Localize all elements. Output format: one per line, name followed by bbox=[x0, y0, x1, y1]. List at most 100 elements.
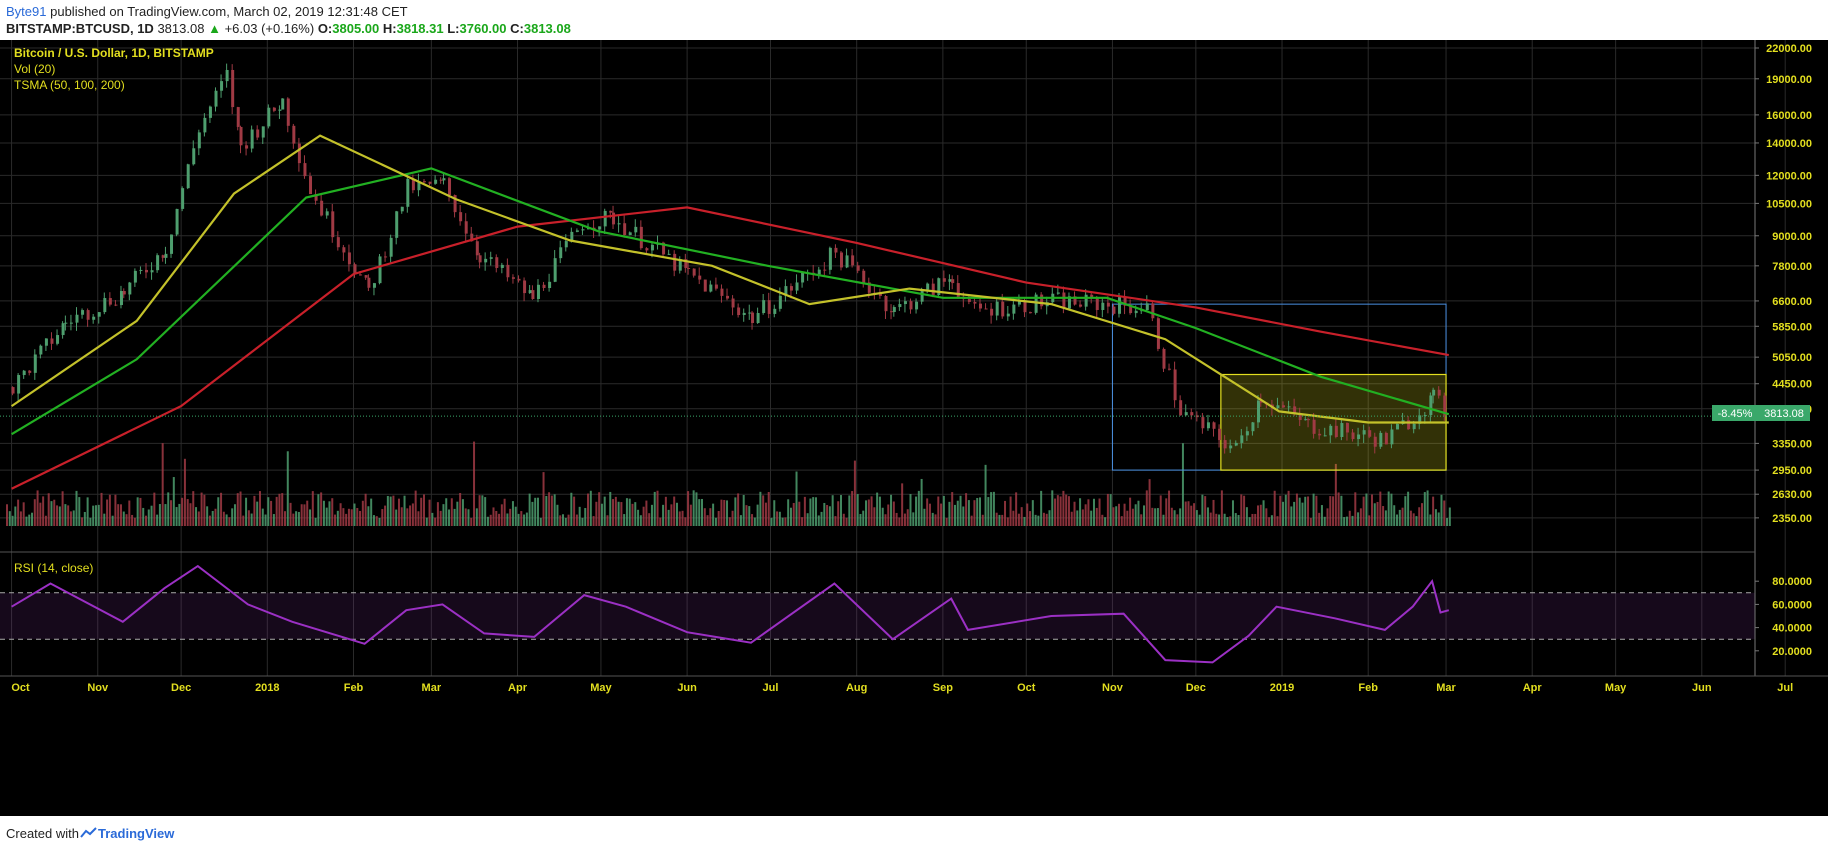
volume-bar bbox=[1418, 507, 1421, 526]
volume-bar bbox=[634, 502, 637, 526]
brand-link[interactable]: TradingView bbox=[98, 826, 175, 841]
volume-bar bbox=[1345, 516, 1348, 526]
volume-bar bbox=[698, 499, 701, 526]
volume-bar bbox=[809, 498, 812, 526]
volume-bar bbox=[133, 517, 136, 526]
volume-bar bbox=[1095, 507, 1098, 526]
candle-body bbox=[378, 256, 382, 284]
volume-bar bbox=[1298, 497, 1301, 526]
x-tick-label: May bbox=[590, 682, 612, 694]
volume-bar bbox=[734, 497, 737, 526]
volume-bar bbox=[937, 496, 940, 526]
volume-bar bbox=[600, 503, 603, 526]
volume-bar bbox=[439, 510, 442, 526]
candle-body bbox=[1017, 300, 1021, 305]
volume-bar bbox=[764, 502, 767, 526]
volume-bar bbox=[559, 515, 562, 526]
candle-body bbox=[164, 253, 168, 258]
volume-bar bbox=[459, 492, 462, 526]
volume-bar bbox=[1404, 496, 1407, 526]
price-chart-svg[interactable]: 80.0000 60.0000 40.0000 20.0000 Oct Nov Dec 20… bbox=[0, 40, 1828, 816]
candle-body bbox=[942, 278, 946, 282]
volume-bar bbox=[789, 507, 792, 526]
candle-body bbox=[892, 307, 896, 312]
author-link[interactable]: Byte91 bbox=[6, 4, 47, 19]
volume-bar bbox=[33, 499, 36, 526]
volume-bar bbox=[147, 509, 150, 526]
candle-body bbox=[559, 247, 563, 259]
volume-bar bbox=[692, 490, 695, 526]
volume-bar bbox=[548, 492, 551, 526]
candle-body bbox=[639, 226, 643, 249]
candle-body bbox=[1334, 425, 1338, 438]
volume-bar bbox=[106, 499, 109, 526]
candle-body bbox=[890, 311, 894, 313]
volume-bar bbox=[1193, 503, 1196, 526]
volume-bar bbox=[681, 510, 684, 526]
volume-bar bbox=[448, 509, 451, 526]
volume-bar bbox=[1429, 514, 1432, 526]
volume-bar bbox=[281, 493, 284, 526]
volume-bar bbox=[1229, 516, 1232, 526]
low-value: 3760.00 bbox=[459, 21, 507, 36]
candle-body bbox=[1251, 422, 1255, 432]
candle-body bbox=[1282, 405, 1286, 408]
volume-bar bbox=[356, 507, 359, 526]
candle-body bbox=[231, 69, 235, 108]
volume-bar bbox=[617, 501, 620, 526]
volume-bar bbox=[225, 514, 228, 526]
candle-body bbox=[1206, 422, 1210, 429]
volume-bar bbox=[125, 514, 128, 526]
volume-bar bbox=[1396, 514, 1398, 526]
candle-body bbox=[1056, 292, 1060, 294]
candle-body bbox=[598, 226, 602, 230]
volume-bar bbox=[1017, 513, 1020, 526]
drawing-boxes bbox=[1111, 303, 1447, 471]
volume-bar bbox=[995, 512, 998, 526]
volume-bar bbox=[620, 502, 623, 526]
volume-bar bbox=[142, 507, 145, 526]
candle-body bbox=[909, 301, 913, 310]
volume-bar bbox=[1104, 517, 1107, 526]
y-tick-label: 3350.00 bbox=[1772, 438, 1812, 450]
volume-bar bbox=[945, 517, 948, 526]
x-tick-label: Mar bbox=[422, 682, 442, 694]
volume-bar bbox=[1376, 501, 1379, 526]
candle-body bbox=[1229, 445, 1233, 449]
candle-body bbox=[108, 298, 112, 305]
volume-bar bbox=[573, 496, 576, 526]
y-tick-label: 5850.00 bbox=[1772, 321, 1812, 333]
candle-body bbox=[56, 335, 60, 344]
candle-body bbox=[845, 255, 849, 268]
volume-bar bbox=[258, 491, 261, 526]
candle-body bbox=[1145, 303, 1149, 311]
candle-body bbox=[967, 299, 971, 302]
volume-bar bbox=[347, 508, 350, 526]
volume-bar bbox=[795, 471, 798, 526]
volume-bar bbox=[673, 496, 676, 526]
volume-bar bbox=[678, 511, 681, 526]
volume-bar bbox=[1309, 517, 1312, 526]
volume-bar bbox=[1387, 491, 1390, 526]
volume-bar bbox=[870, 496, 873, 526]
chart-area[interactable]: 80.0000 60.0000 40.0000 20.0000 Oct Nov Dec 20… bbox=[0, 40, 1828, 816]
volume-bar bbox=[890, 494, 893, 526]
volume-bar bbox=[1009, 496, 1012, 526]
volume-bar bbox=[31, 512, 34, 526]
candle-body bbox=[1184, 412, 1188, 416]
volume-bar bbox=[1320, 505, 1323, 526]
y-tick-label: 12000.00 bbox=[1766, 170, 1812, 182]
candle-body bbox=[1298, 413, 1302, 421]
candle-body bbox=[1218, 428, 1222, 441]
volume-bar bbox=[873, 507, 876, 526]
volume-bar bbox=[200, 492, 203, 526]
y-tick-label: 10500.00 bbox=[1766, 198, 1812, 210]
volume-bar bbox=[1354, 492, 1357, 526]
candle-body bbox=[714, 284, 718, 289]
volume-bar bbox=[990, 492, 993, 526]
candle-body bbox=[297, 143, 301, 164]
candle-body bbox=[428, 181, 432, 184]
volume-bar bbox=[222, 511, 225, 526]
candle-body bbox=[862, 270, 866, 283]
candle-body bbox=[937, 278, 941, 296]
